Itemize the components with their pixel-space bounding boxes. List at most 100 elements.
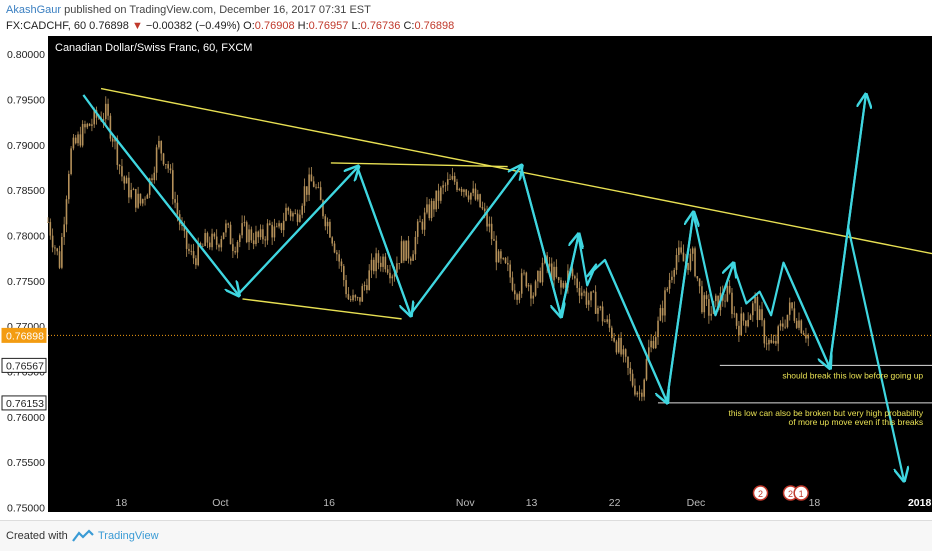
y-tick-label: 0.76000	[7, 412, 45, 424]
candle-body	[463, 189, 465, 192]
candle-body	[715, 295, 717, 302]
candle-body	[107, 103, 109, 116]
candle-body	[451, 175, 454, 180]
candle-body	[195, 258, 197, 266]
candle-body	[733, 313, 736, 315]
candle-body	[534, 281, 537, 296]
candle-body	[631, 373, 634, 386]
candle-body	[726, 285, 729, 302]
x-tick-label: 2018	[908, 497, 932, 509]
tradingview-logo-icon	[72, 529, 94, 542]
candle-body	[144, 198, 146, 200]
price-chart[interactable]: 0.750000.755000.760000.765000.770000.775…	[0, 36, 932, 520]
candle-body	[527, 285, 530, 287]
candle-body	[61, 237, 63, 268]
candle-body	[634, 385, 636, 395]
candle-body	[162, 153, 165, 165]
candle-body	[137, 193, 139, 208]
candle-body	[738, 325, 740, 336]
candle-body	[259, 229, 262, 238]
candle-body	[56, 248, 59, 252]
candle-body	[148, 178, 151, 195]
candle-body	[405, 240, 407, 261]
time-axis-strip	[48, 512, 932, 520]
candle-body	[414, 236, 417, 255]
candle-body	[629, 367, 632, 374]
candle-body	[158, 140, 160, 148]
tradingview-brand-link[interactable]: TradingView	[98, 530, 159, 542]
candle-body	[215, 236, 218, 245]
candle-body	[329, 221, 331, 238]
created-with-text: Created with	[6, 530, 68, 542]
candle-body	[391, 276, 394, 279]
candle-body	[590, 291, 592, 301]
candle-body	[310, 174, 313, 182]
event-marker[interactable]: 2	[752, 485, 769, 501]
candle-body	[477, 194, 479, 200]
candle-body	[416, 221, 419, 237]
candle-body	[650, 340, 652, 348]
y-axis-labels: 0.750000.755000.760000.765000.770000.775…	[1, 49, 47, 514]
candle-body	[791, 302, 793, 309]
candle-body	[518, 293, 521, 300]
candle-body	[202, 246, 204, 247]
projection-arrow	[109, 130, 238, 294]
candle-body	[647, 347, 650, 359]
candle-body	[165, 164, 167, 165]
projection-arrow	[356, 167, 410, 314]
author-link[interactable]: AkashGaur	[6, 4, 62, 16]
x-tick-label: 22	[609, 497, 621, 509]
candle-body	[550, 263, 553, 281]
candle-body	[280, 223, 283, 231]
candle-body	[322, 200, 324, 217]
candle-body	[456, 181, 458, 190]
candle-body	[51, 235, 54, 248]
candle-body	[807, 334, 810, 339]
candle-body	[530, 285, 532, 299]
price-axis	[0, 36, 48, 520]
candle-body	[675, 254, 678, 270]
candle-body	[356, 297, 359, 299]
candle-body	[555, 266, 558, 278]
candle-body	[664, 290, 666, 316]
candle-body	[340, 261, 343, 267]
candle-body	[592, 291, 595, 293]
breakdown-arrow	[846, 226, 904, 479]
candle-body	[673, 269, 676, 277]
candle-body	[798, 320, 800, 328]
projection-arrow	[559, 235, 579, 316]
candle-body	[437, 190, 440, 201]
candle-body	[795, 320, 798, 328]
candle-body	[70, 148, 72, 174]
candle-body	[444, 184, 447, 186]
candle-body	[772, 341, 775, 343]
candle-body	[645, 358, 648, 380]
candle-body	[141, 199, 144, 204]
candle-body	[617, 337, 620, 353]
candle-body	[211, 233, 213, 248]
candle-body	[636, 392, 639, 395]
candle-body	[292, 213, 294, 217]
candle-body	[507, 263, 509, 265]
candle-body	[562, 283, 565, 288]
event-marker[interactable]: 1	[793, 485, 809, 501]
candle-body	[641, 392, 643, 397]
candle-body	[299, 214, 301, 222]
candle-body	[784, 326, 786, 328]
candle-body	[574, 276, 576, 279]
candle-body	[654, 337, 657, 349]
candle-body	[336, 252, 338, 255]
candle-body	[671, 276, 673, 281]
open-value: 0.76908	[254, 20, 295, 32]
candle-body	[599, 306, 602, 308]
candle-body	[488, 223, 491, 227]
candle-body	[232, 244, 234, 252]
y-tick-label: 0.75000	[7, 502, 45, 514]
candle-body	[758, 309, 761, 320]
x-tick-label: Nov	[456, 497, 475, 509]
candle-body	[403, 241, 405, 261]
event-marker-circle	[752, 485, 769, 501]
candle-body	[116, 138, 119, 165]
candle-body	[238, 235, 241, 242]
